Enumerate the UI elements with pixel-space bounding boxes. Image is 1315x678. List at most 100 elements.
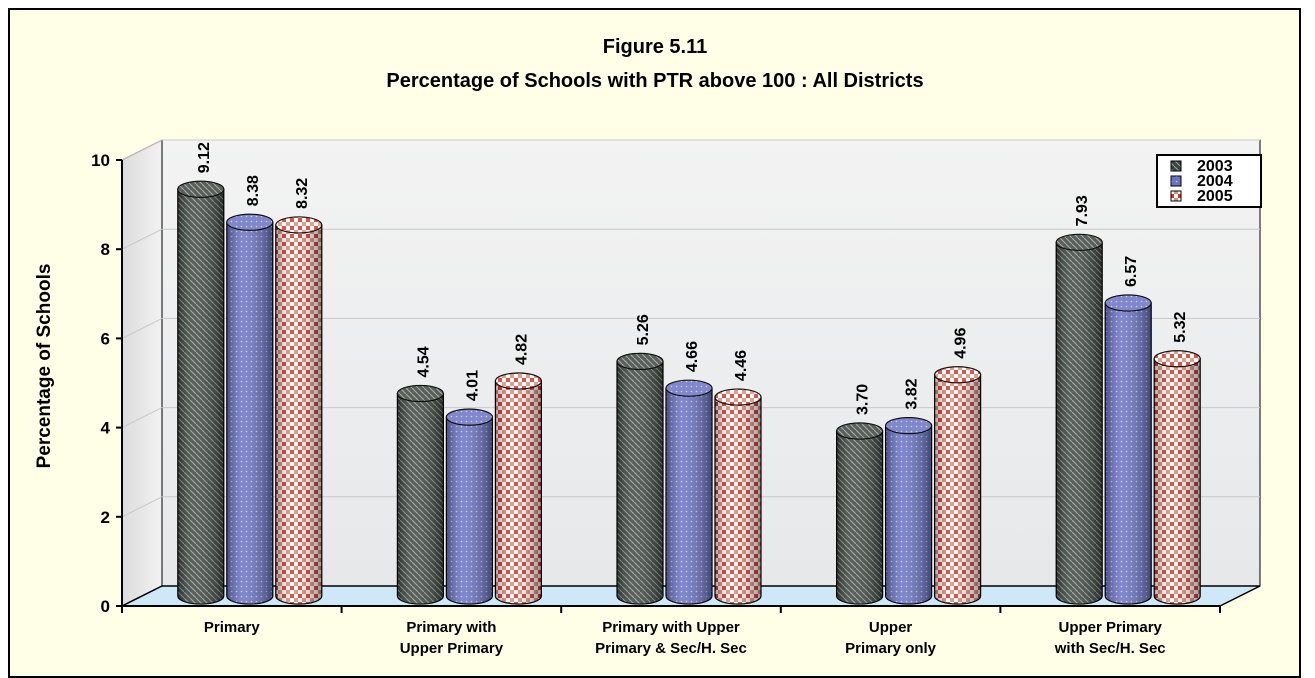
x-tick-label: with Sec/H. Sec bbox=[1054, 640, 1166, 657]
bar-shade bbox=[1105, 302, 1152, 604]
bar bbox=[835, 422, 884, 605]
bar-shade bbox=[1154, 358, 1201, 604]
gridline-side bbox=[121, 139, 163, 161]
bar bbox=[714, 388, 762, 605]
bar-top bbox=[177, 180, 225, 198]
bar-shade bbox=[226, 222, 273, 604]
bar-top bbox=[396, 384, 444, 403]
data-label: 5.26 bbox=[635, 314, 652, 345]
bar-top-highlight bbox=[1105, 294, 1152, 311]
x-tick-label: Primary bbox=[204, 619, 261, 636]
bar bbox=[665, 379, 713, 605]
bar bbox=[494, 372, 542, 605]
bar-top bbox=[884, 417, 933, 435]
bar-top-highlight bbox=[275, 216, 322, 233]
data-label: 3.82 bbox=[904, 378, 921, 409]
legend-swatch bbox=[1170, 190, 1182, 202]
bar-shade bbox=[885, 425, 932, 604]
bar-top bbox=[1153, 350, 1201, 368]
y-tick-label: 2 bbox=[101, 508, 110, 527]
bar-top-highlight bbox=[617, 353, 663, 370]
bar-top bbox=[494, 372, 542, 390]
bar bbox=[445, 408, 493, 605]
bar-top-highlight bbox=[934, 366, 981, 383]
bar-top-highlight bbox=[885, 417, 932, 434]
side-wall bbox=[121, 139, 163, 607]
gridline-side bbox=[121, 317, 163, 339]
data-label: 4.46 bbox=[733, 350, 750, 381]
bar bbox=[933, 366, 982, 605]
bar-shade bbox=[275, 224, 322, 605]
bar-shade bbox=[495, 381, 542, 604]
x-tick-label: Upper bbox=[869, 619, 913, 636]
data-label: 8.32 bbox=[294, 178, 311, 209]
bar-shade bbox=[1056, 242, 1103, 604]
bar bbox=[616, 352, 664, 605]
bar-shade bbox=[715, 397, 761, 604]
bar-top bbox=[616, 352, 664, 371]
bar-shade bbox=[177, 189, 224, 605]
bar-top-highlight bbox=[177, 181, 224, 198]
bar-top-highlight bbox=[1154, 350, 1201, 367]
chart-frame: Figure 5.11 Percentage of Schools with P… bbox=[8, 8, 1301, 678]
bar-chart: Figure 5.11 Percentage of Schools with P… bbox=[34, 36, 1262, 657]
x-tick-label: Upper Primary bbox=[1059, 619, 1163, 636]
gridline-side bbox=[121, 496, 163, 518]
data-label: 4.54 bbox=[415, 346, 432, 377]
x-tick-label: Upper Primary bbox=[400, 640, 504, 657]
x-tick-label: Primary only bbox=[845, 640, 937, 657]
bar-shade bbox=[446, 417, 493, 604]
data-label: 8.38 bbox=[245, 175, 262, 206]
data-label: 4.66 bbox=[684, 341, 701, 372]
bar-top bbox=[1055, 233, 1103, 251]
plot-area: 0 2 4 6 8 10 Primary Primary with Upper Primary P… bbox=[91, 139, 1261, 657]
bar-top-highlight bbox=[446, 409, 493, 426]
bar-top-highlight bbox=[226, 214, 273, 231]
bar bbox=[884, 417, 933, 605]
data-label: 4.01 bbox=[464, 370, 481, 401]
data-label: 7.93 bbox=[1074, 195, 1091, 226]
legend-swatch bbox=[1170, 160, 1182, 172]
bar bbox=[396, 384, 444, 605]
bar-top bbox=[665, 379, 713, 397]
y-tick-label: 0 bbox=[101, 597, 110, 616]
y-axis-label: Percentage of Schools bbox=[34, 264, 55, 469]
data-label: 9.12 bbox=[196, 142, 213, 173]
bar-shade bbox=[617, 361, 663, 604]
bar-top-highlight bbox=[666, 380, 712, 397]
bar bbox=[226, 213, 274, 605]
data-label: 5.32 bbox=[1172, 311, 1189, 342]
bar bbox=[1055, 233, 1103, 605]
y-tick-label: 6 bbox=[101, 329, 110, 348]
legend-label: 2003 bbox=[1197, 158, 1233, 175]
bar-top bbox=[835, 422, 884, 440]
bar-shade bbox=[666, 388, 712, 604]
y-tick-label: 10 bbox=[91, 151, 110, 170]
legend-swatch bbox=[1170, 175, 1182, 187]
chart-title: Figure 5.11 bbox=[603, 36, 708, 58]
x-tick-label: Primary & Sec/H. Sec bbox=[595, 640, 747, 657]
data-label: 6.57 bbox=[1123, 256, 1140, 287]
bar-top-highlight bbox=[1056, 234, 1103, 251]
bar-top-highlight bbox=[836, 422, 883, 439]
x-tick-label: Primary with bbox=[406, 619, 496, 636]
legend-label: 2004 bbox=[1197, 173, 1233, 190]
bar-shade bbox=[836, 430, 883, 604]
bar-top bbox=[1104, 294, 1152, 312]
bar-top bbox=[933, 366, 982, 384]
x-tick-label: Primary with Upper bbox=[602, 619, 740, 636]
bar-top bbox=[714, 388, 762, 406]
gridline-side bbox=[121, 407, 163, 429]
bar bbox=[275, 216, 323, 605]
bar-top bbox=[226, 213, 274, 231]
bar-top-highlight bbox=[715, 389, 761, 406]
bar bbox=[1153, 350, 1201, 605]
bar-top-highlight bbox=[397, 385, 444, 402]
chart-subtitle: Percentage of Schools with PTR above 100… bbox=[386, 70, 923, 92]
data-label: 4.96 bbox=[953, 328, 970, 359]
bar-top bbox=[275, 216, 323, 234]
y-tick-label: 8 bbox=[101, 240, 110, 259]
data-label: 3.70 bbox=[855, 384, 872, 415]
bar bbox=[1104, 294, 1152, 605]
